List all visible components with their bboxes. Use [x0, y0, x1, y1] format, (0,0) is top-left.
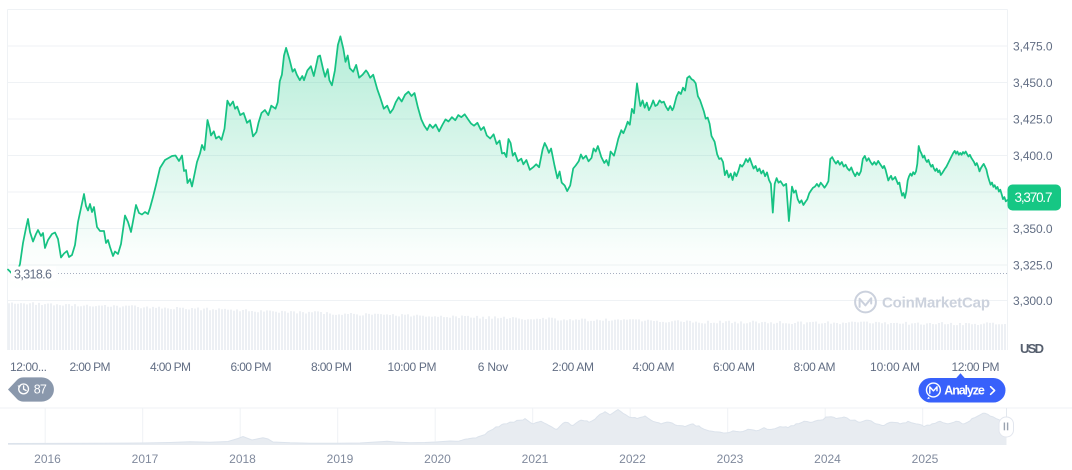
svg-text:8:00 PM: 8:00 PM — [311, 360, 352, 374]
svg-text:2018: 2018 — [229, 452, 256, 466]
svg-text:3,370.7: 3,370.7 — [1015, 190, 1053, 205]
svg-text:2:00 PM: 2:00 PM — [70, 360, 111, 374]
svg-text:CoinMarketCap: CoinMarketCap — [882, 295, 990, 312]
svg-text:10:00 AM: 10:00 AM — [870, 360, 920, 374]
svg-text:4:00 AM: 4:00 AM — [633, 360, 675, 374]
svg-text:10:00 PM: 10:00 PM — [388, 360, 437, 374]
svg-text:87: 87 — [34, 382, 47, 396]
svg-text:3,450.0: 3,450.0 — [1013, 76, 1053, 90]
svg-text:3,318.6: 3,318.6 — [14, 267, 52, 281]
svg-text:3,425.0: 3,425.0 — [1013, 113, 1053, 127]
svg-text:2017: 2017 — [132, 452, 159, 466]
svg-text:8:00 AM: 8:00 AM — [794, 360, 836, 374]
svg-text:6 Nov: 6 Nov — [478, 360, 509, 374]
svg-text:2019: 2019 — [327, 452, 354, 466]
svg-text:4:00 PM: 4:00 PM — [150, 360, 191, 374]
svg-text:2:00 AM: 2:00 AM — [552, 360, 594, 374]
svg-text:3,300.0: 3,300.0 — [1013, 294, 1053, 308]
svg-text:USD: USD — [1020, 341, 1044, 356]
svg-text:12:00 PM: 12:00 PM — [952, 360, 1000, 374]
svg-text:6:00 AM: 6:00 AM — [713, 360, 755, 374]
svg-text:3,325.0: 3,325.0 — [1013, 259, 1053, 273]
svg-text:3,400.0: 3,400.0 — [1013, 149, 1053, 163]
svg-text:3,475.0: 3,475.0 — [1013, 40, 1053, 54]
svg-text:2022: 2022 — [619, 452, 646, 466]
svg-text:6:00 PM: 6:00 PM — [231, 360, 272, 374]
svg-text:2025: 2025 — [912, 452, 939, 466]
svg-text:12:00...: 12:00... — [10, 360, 47, 374]
svg-text:2016: 2016 — [34, 452, 61, 466]
svg-text:2024: 2024 — [814, 452, 841, 466]
svg-text:2023: 2023 — [717, 452, 744, 466]
svg-text:Analyze: Analyze — [944, 383, 985, 397]
svg-text:2020: 2020 — [424, 452, 451, 466]
svg-text:2021: 2021 — [522, 452, 549, 466]
svg-text:3,350.0: 3,350.0 — [1013, 222, 1053, 236]
